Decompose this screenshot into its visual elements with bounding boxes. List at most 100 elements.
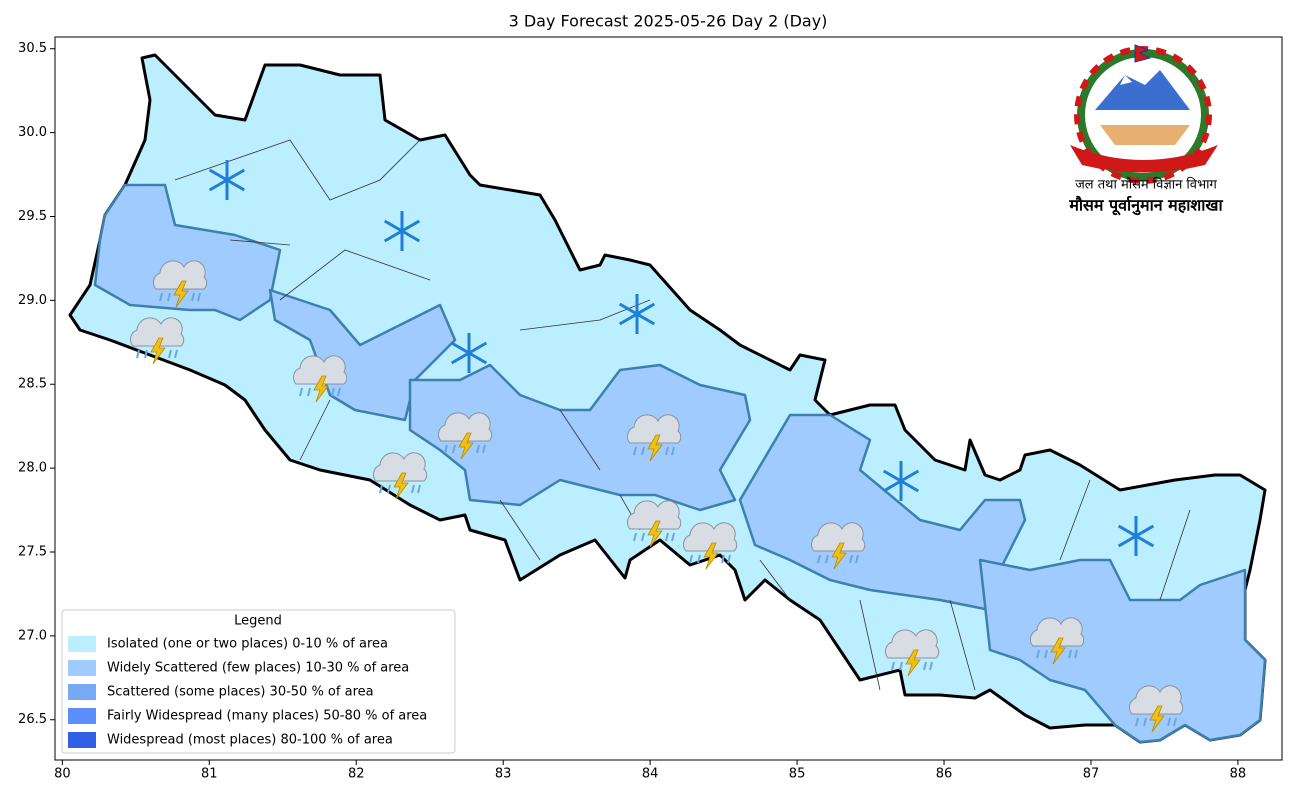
storm-icon xyxy=(1029,617,1085,665)
y-tick-label: 28.0 xyxy=(18,461,47,476)
chart-title: 3 Day Forecast 2025-05-26 Day 2 (Day) xyxy=(509,12,828,31)
rain xyxy=(167,292,171,302)
x-tick-label: 81 xyxy=(201,767,218,782)
legend-label: Widely Scattered (few places) 10-30 % of… xyxy=(107,661,409,676)
rain xyxy=(168,349,172,359)
snow-icon xyxy=(618,294,656,334)
cloud xyxy=(129,317,185,347)
cloud xyxy=(626,414,682,444)
rain xyxy=(1068,649,1072,659)
cloud xyxy=(1128,685,1184,715)
storm-icon xyxy=(682,522,738,570)
rain xyxy=(665,446,669,456)
rain xyxy=(1074,649,1078,659)
legend-title: Legend xyxy=(234,614,282,629)
zone xyxy=(978,558,1267,744)
rain xyxy=(633,532,637,542)
cloud xyxy=(810,522,866,552)
storm-icon xyxy=(292,355,348,403)
rain xyxy=(136,349,140,359)
storm-icon xyxy=(152,260,208,308)
rain xyxy=(929,661,933,671)
rain xyxy=(1173,717,1177,727)
rain xyxy=(476,444,480,454)
bolt xyxy=(458,432,474,460)
legend-swatch xyxy=(68,732,96,748)
rain xyxy=(665,532,669,542)
storm-icon xyxy=(626,500,682,548)
rain xyxy=(191,292,195,302)
rain xyxy=(671,532,675,542)
rain xyxy=(337,387,341,397)
x-tick-label: 88 xyxy=(1230,767,1247,782)
zone xyxy=(93,183,282,322)
plot-frame xyxy=(54,36,1283,761)
x-tick-label: 84 xyxy=(642,767,659,782)
rain xyxy=(899,661,903,671)
snow-stroke xyxy=(882,469,920,493)
rain xyxy=(671,446,675,456)
bolt xyxy=(1050,637,1066,665)
bolt xyxy=(313,375,329,403)
rain xyxy=(1167,717,1171,727)
rain xyxy=(855,554,859,564)
x-tick-label: 87 xyxy=(1083,767,1100,782)
division-name: मौसम पूर्वानुमान महाशाखा xyxy=(1068,196,1223,216)
rain xyxy=(417,484,421,494)
x-tick-label: 86 xyxy=(936,767,953,782)
storm-icon xyxy=(810,522,866,570)
y-tick-label: 27.5 xyxy=(18,544,47,559)
y-tick-label: 29.5 xyxy=(18,209,47,224)
rain xyxy=(299,387,303,397)
rain xyxy=(923,661,927,671)
snow-icon xyxy=(208,160,246,200)
bolt xyxy=(647,434,663,462)
cloud xyxy=(1029,617,1085,647)
snow-icon xyxy=(1117,516,1155,556)
rain xyxy=(1135,717,1139,727)
bolt xyxy=(1149,705,1165,733)
rain xyxy=(891,661,895,671)
y-tick-label: 28.5 xyxy=(18,377,47,392)
storm-icon xyxy=(626,414,682,462)
bolt xyxy=(905,649,921,677)
rain xyxy=(849,554,853,564)
rain xyxy=(144,349,148,359)
legend-box xyxy=(61,609,456,754)
legend-label: Widespread (most places) 80-100 % of are… xyxy=(107,733,393,748)
snow-stroke xyxy=(1117,524,1155,548)
district-lines xyxy=(174,139,1191,691)
snow-icon xyxy=(882,461,920,501)
rain xyxy=(1044,649,1048,659)
snow-icon xyxy=(450,333,488,373)
cloud xyxy=(884,629,940,659)
snow-icon xyxy=(383,211,421,251)
zone xyxy=(408,363,752,512)
bolt xyxy=(703,542,719,570)
rain xyxy=(379,484,383,494)
rain xyxy=(727,554,731,564)
rain xyxy=(817,554,821,564)
rain xyxy=(689,554,693,564)
cloud xyxy=(682,522,738,552)
legend-swatch xyxy=(68,636,96,652)
storm-icon xyxy=(437,412,493,460)
cloud xyxy=(626,500,682,530)
legend-label: Fairly Widespread (many places) 50-80 % … xyxy=(107,709,427,724)
y-tick-label: 29.0 xyxy=(18,293,47,308)
legend-label: Scattered (some places) 30-50 % of area xyxy=(107,685,374,700)
x-tick-label: 85 xyxy=(789,767,806,782)
rain xyxy=(641,532,645,542)
y-tick-label: 27.0 xyxy=(18,628,47,643)
storm-icon xyxy=(372,452,428,500)
storm-icon xyxy=(129,317,185,365)
legend-swatch xyxy=(68,708,96,724)
legend-label: Isolated (one or two places) 0-10 % of a… xyxy=(107,637,388,652)
bolt xyxy=(831,542,847,570)
cloud xyxy=(152,260,208,290)
cloud xyxy=(372,452,428,482)
storm-icon xyxy=(1128,685,1184,733)
snow-stroke xyxy=(383,219,421,243)
snow-stroke xyxy=(618,302,656,326)
